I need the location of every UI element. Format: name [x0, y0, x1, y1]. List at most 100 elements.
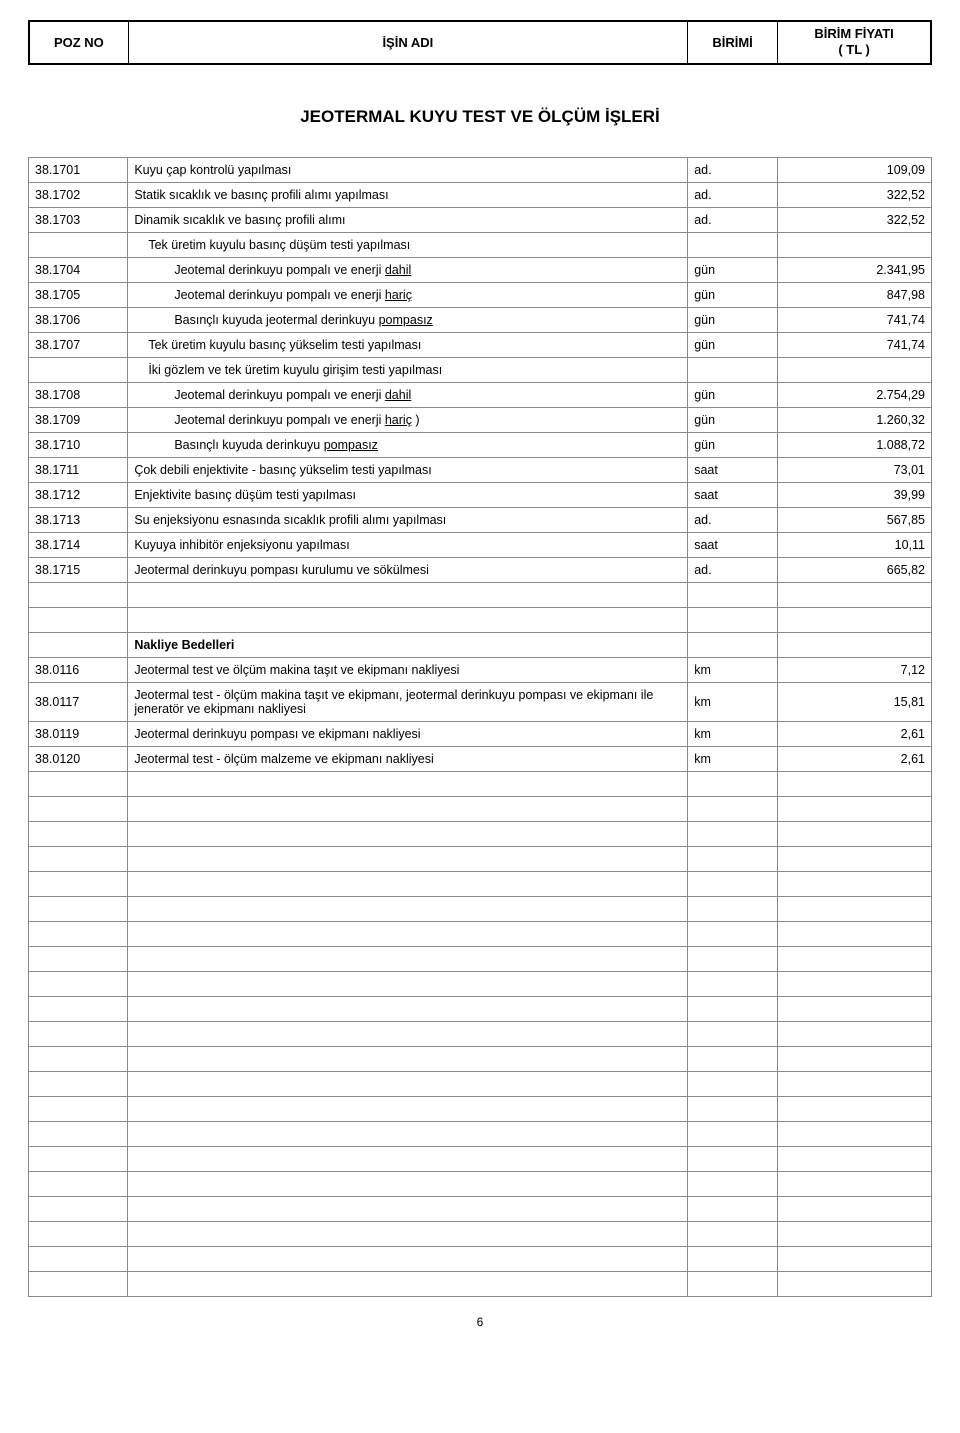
table-row-empty	[29, 846, 932, 871]
table-row: 38.1706Basınçlı kuyuda jeotermal derinku…	[29, 307, 932, 332]
cell-price: 1.260,32	[778, 407, 932, 432]
cell-name: İki gözlem ve tek üretim kuyulu girişim …	[128, 357, 688, 382]
table-row-empty	[29, 1271, 932, 1296]
table-row-empty	[29, 607, 932, 632]
cell-price: 2,61	[778, 721, 932, 746]
cell-unit: saat	[688, 457, 778, 482]
cell-unit: km	[688, 682, 778, 721]
table-row-empty	[29, 996, 932, 1021]
cell-unit: gün	[688, 382, 778, 407]
section-title: JEOTERMAL KUYU TEST VE ÖLÇÜM İŞLERİ	[28, 65, 932, 157]
table-row-empty	[29, 1146, 932, 1171]
table-row: 38.1701Kuyu çap kontrolü yapılmasıad.109…	[29, 157, 932, 182]
table-row: 38.1702Statik sıcaklık ve basınç profili…	[29, 182, 932, 207]
cell-unit: saat	[688, 482, 778, 507]
cell-price	[778, 357, 932, 382]
cell-price: 2.754,29	[778, 382, 932, 407]
table-row-empty	[29, 1246, 932, 1271]
cell-name: Tek üretim kuyulu basınç yükselim testi …	[128, 332, 688, 357]
cell-unit: ad.	[688, 182, 778, 207]
cell-price: 741,74	[778, 307, 932, 332]
header-name: İŞİN ADI	[128, 21, 687, 64]
table-row-empty	[29, 582, 932, 607]
cell-price: 7,12	[778, 657, 932, 682]
table-row-subheader: Nakliye Bedelleri	[29, 632, 932, 657]
cell-price: 39,99	[778, 482, 932, 507]
cell-name: Jeotemal derinkuyu pompalı ve enerji dah…	[128, 382, 688, 407]
cell-poz: 38.1713	[29, 507, 128, 532]
cell-unit	[688, 357, 778, 382]
cell-name: Statik sıcaklık ve basınç profili alımı …	[128, 182, 688, 207]
cell-unit: gün	[688, 332, 778, 357]
table-row-empty	[29, 1071, 932, 1096]
header-price-line1: BİRİM FİYATI	[814, 26, 893, 41]
cell-name: Jeotemal derinkuyu pompalı ve enerji dah…	[128, 257, 688, 282]
cell-unit: gün	[688, 432, 778, 457]
cell-price: 10,11	[778, 532, 932, 557]
table-row-empty	[29, 921, 932, 946]
cell-unit: km	[688, 746, 778, 771]
table-row-empty	[29, 1121, 932, 1146]
header-table: POZ NO İŞİN ADI BİRİMİ BİRİM FİYATI ( TL…	[28, 20, 932, 65]
cell-price: 73,01	[778, 457, 932, 482]
cell-unit: ad.	[688, 207, 778, 232]
cell-poz: 38.1710	[29, 432, 128, 457]
cell-poz: 38.1714	[29, 532, 128, 557]
table-row: 38.1709Jeotemal derinkuyu pompalı ve ene…	[29, 407, 932, 432]
table-row-empty	[29, 871, 932, 896]
table-row: 38.1715Jeotermal derinkuyu pompası kurul…	[29, 557, 932, 582]
table-row: 38.0117Jeotermal test - ölçüm makina taş…	[29, 682, 932, 721]
cell-unit: ad.	[688, 507, 778, 532]
cell-unit: ad.	[688, 557, 778, 582]
table-row: 38.1703Dinamik sıcaklık ve basınç profil…	[29, 207, 932, 232]
cell-poz: 38.1712	[29, 482, 128, 507]
cell-name: Tek üretim kuyulu basınç düşüm testi yap…	[128, 232, 688, 257]
table-row-empty	[29, 1196, 932, 1221]
cell-price: 847,98	[778, 282, 932, 307]
table-row: 38.0116Jeotermal test ve ölçüm makina ta…	[29, 657, 932, 682]
cell-unit: gün	[688, 407, 778, 432]
cell-price: 15,81	[778, 682, 932, 721]
cell-unit: gün	[688, 307, 778, 332]
cell-poz: 38.1701	[29, 157, 128, 182]
cell-poz: 38.0117	[29, 682, 128, 721]
table-row-empty	[29, 1021, 932, 1046]
cell-poz: 38.0116	[29, 657, 128, 682]
cell-name: Basınçlı kuyuda derinkuyu pompasız	[128, 432, 688, 457]
table-row-empty	[29, 796, 932, 821]
cell-name: Çok debili enjektivite - basınç yükselim…	[128, 457, 688, 482]
table-row-empty	[29, 971, 932, 996]
cell-poz: 38.1702	[29, 182, 128, 207]
cell-poz: 38.1703	[29, 207, 128, 232]
table-row: Tek üretim kuyulu basınç düşüm testi yap…	[29, 232, 932, 257]
table-row-empty	[29, 1171, 932, 1196]
header-price-line2: ( TL )	[838, 42, 870, 57]
cell-name: Jeotermal derinkuyu pompası ve ekipmanı …	[128, 721, 688, 746]
table-row: 38.1707Tek üretim kuyulu basınç yükselim…	[29, 332, 932, 357]
cell-unit: ad.	[688, 157, 778, 182]
cell-price: 1.088,72	[778, 432, 932, 457]
cell-price: 567,85	[778, 507, 932, 532]
cell-name: Kuyu çap kontrolü yapılması	[128, 157, 688, 182]
table-row: 38.1714Kuyuya inhibitör enjeksiyonu yapı…	[29, 532, 932, 557]
cell-name: Su enjeksiyonu esnasında sıcaklık profil…	[128, 507, 688, 532]
cell-poz: 38.1705	[29, 282, 128, 307]
cell-unit: gün	[688, 282, 778, 307]
table-row: 38.1704Jeotemal derinkuyu pompalı ve ene…	[29, 257, 932, 282]
cell-poz: 38.1706	[29, 307, 128, 332]
cell-poz: 38.1715	[29, 557, 128, 582]
cell-price: 2,61	[778, 746, 932, 771]
cell-price	[778, 232, 932, 257]
table-row-empty	[29, 896, 932, 921]
cell-unit: km	[688, 657, 778, 682]
cell-name: Jeotemal derinkuyu pompalı ve enerji har…	[128, 407, 688, 432]
cell-price: 2.341,95	[778, 257, 932, 282]
cell-poz: 38.1709	[29, 407, 128, 432]
cell-price: 109,09	[778, 157, 932, 182]
cell-name: Basınçlı kuyuda jeotermal derinkuyu pomp…	[128, 307, 688, 332]
cell-price: 322,52	[778, 207, 932, 232]
cell-poz: 38.1704	[29, 257, 128, 282]
table-row-empty	[29, 1221, 932, 1246]
cell-name: Jeotermal derinkuyu pompası kurulumu ve …	[128, 557, 688, 582]
cell-poz: 38.1707	[29, 332, 128, 357]
